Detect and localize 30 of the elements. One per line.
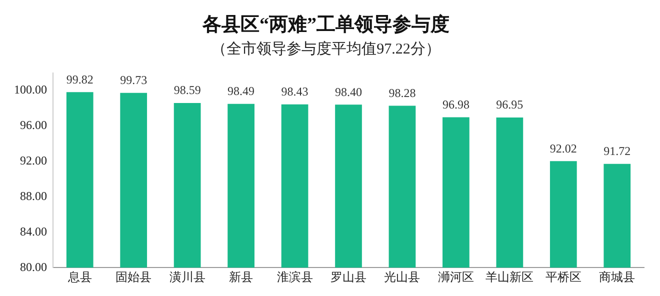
data-label: 98.40: [335, 84, 362, 99]
y-tick-label: 84.00: [20, 224, 47, 238]
x-tick-label: 新县: [229, 270, 254, 284]
data-label: 91.72: [604, 144, 631, 158]
x-tick-label: 商城县: [599, 270, 636, 284]
data-label: 99.82: [66, 72, 94, 86]
x-tick-label: 罗山县: [330, 270, 366, 284]
chart-subtitle: （全市领导参与度平均值97.22分）: [212, 40, 440, 58]
data-label: 92.02: [550, 141, 577, 156]
data-label: 98.43: [281, 84, 308, 99]
x-tick-label: 平桥区: [545, 270, 582, 284]
y-tick-label: 88.00: [20, 188, 47, 203]
x-tick-label: 息县: [66, 270, 92, 284]
x-tick-label: 固始县: [116, 270, 152, 284]
data-label: 98.49: [228, 84, 255, 98]
y-tick-label: 96.00: [20, 118, 47, 132]
data-label: 98.28: [388, 86, 416, 100]
x-tick-label: 光山县: [384, 270, 420, 284]
y-tick-label: 80.00: [20, 260, 47, 274]
chart-title: 各县区“两难”工单领导参与度: [202, 13, 450, 36]
x-tick-label: 淮滨县: [276, 270, 313, 284]
y-tick-label: 92.00: [20, 154, 47, 168]
data-label: 96.98: [442, 97, 470, 112]
y-tick-label: 100.00: [14, 82, 47, 97]
x-tick-label: 潢川县: [169, 270, 206, 284]
data-label: 96.95: [496, 98, 524, 112]
x-tick-label: 羊山新区: [486, 270, 534, 284]
data-label: 98.59: [174, 83, 201, 98]
x-tick-label: 浉河区: [438, 270, 474, 284]
data-label: 99.73: [120, 73, 148, 88]
